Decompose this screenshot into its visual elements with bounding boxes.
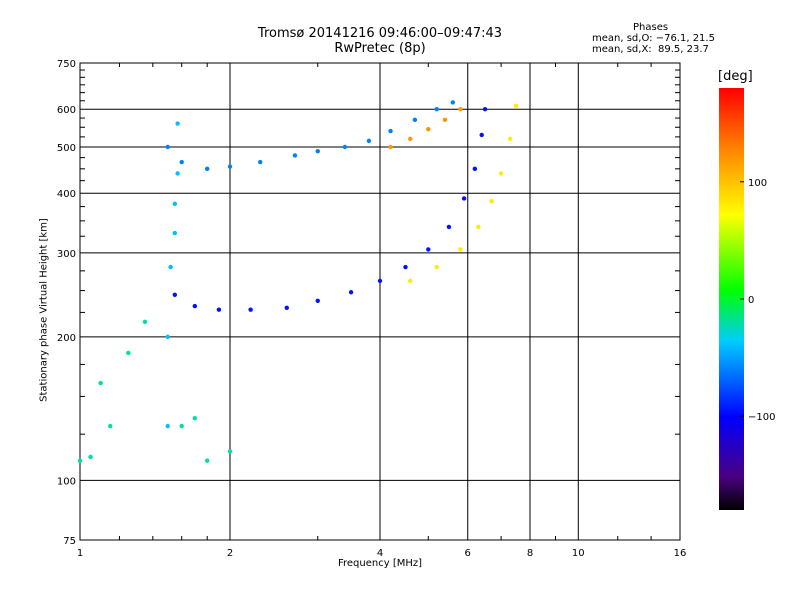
- scatter-point: [315, 298, 320, 303]
- scatter-point: [489, 198, 494, 204]
- colorbar-ticks: 100 0 −100: [740, 178, 775, 423]
- phase-heading: Phases: [633, 22, 669, 33]
- x-tick-label: 16: [674, 548, 687, 559]
- colorbar: [719, 88, 744, 510]
- scatter-point: [192, 416, 198, 421]
- phase-o-stats: mean, sd,O: −76.1, 21.5: [592, 33, 715, 44]
- scatter-point: [126, 350, 131, 356]
- scatter-point: [108, 423, 113, 429]
- x-axis-ticks: 1 2 4 6 8 10 16: [77, 63, 687, 559]
- scatter-point: [408, 136, 413, 142]
- scatter-point: [216, 307, 222, 312]
- scatter-point: [175, 171, 180, 176]
- x-tick-label: 10: [572, 548, 585, 559]
- y-tick-label: 200: [57, 333, 76, 344]
- y-tick-label: 100: [57, 476, 76, 487]
- scatter-point: [412, 117, 418, 123]
- scatter-point: [388, 128, 393, 134]
- scatter-point: [165, 423, 170, 429]
- y-tick-label: 400: [57, 189, 76, 200]
- scatter-point: [284, 305, 289, 311]
- scatter-point: [168, 264, 173, 270]
- scatter-point: [476, 224, 481, 230]
- scatter-point: [175, 121, 180, 126]
- scatter-point: [377, 278, 383, 284]
- scatter-point: [192, 303, 198, 309]
- chart-subtitle: RwPretec (8p): [334, 41, 426, 56]
- scatter-point: [292, 153, 298, 158]
- scatter-point: [258, 159, 263, 165]
- scatter-point: [165, 334, 170, 340]
- scatter-point: [204, 458, 210, 463]
- scatter-point: [507, 136, 513, 142]
- y-tick-label: 300: [57, 249, 76, 260]
- colorbar-tick-label: −100: [748, 412, 775, 423]
- x-tick-label: 1: [77, 548, 83, 559]
- scatter-point: [498, 171, 504, 176]
- y-tick-label: 500: [57, 143, 76, 154]
- colorbar-tick-label: 0: [748, 295, 754, 306]
- scatter-point: [450, 100, 456, 105]
- y-tick-label: 750: [57, 59, 76, 70]
- scatter-point: [315, 148, 320, 154]
- scatter-point: [388, 144, 393, 150]
- scatter-point: [227, 449, 233, 454]
- scatter-point: [77, 458, 83, 463]
- scatter-point: [172, 201, 178, 207]
- data-points: [77, 100, 519, 463]
- scatter-point: [426, 126, 431, 132]
- scatter-point: [426, 247, 431, 252]
- scatter-point: [179, 423, 184, 429]
- scatter-point: [458, 247, 463, 252]
- scatter-point: [479, 132, 484, 138]
- scatter-point: [442, 117, 448, 123]
- scatter-point: [348, 290, 354, 295]
- scatter-point: [248, 307, 253, 312]
- phase-x-stats: mean, sd,X: 89.5, 23.7: [592, 44, 709, 55]
- x-tick-label: 4: [377, 548, 383, 559]
- scatter-point: [227, 164, 233, 169]
- scatter-point: [403, 264, 408, 270]
- scatter-point: [482, 107, 488, 112]
- scatter-point: [461, 196, 467, 201]
- x-tick-label: 6: [465, 548, 471, 559]
- x-tick-label: 2: [227, 548, 233, 559]
- scatter-point: [434, 107, 439, 112]
- scatter-point: [179, 159, 184, 165]
- scatter-point: [142, 319, 148, 325]
- scatter-point: [172, 230, 178, 236]
- colorbar-unit: [deg]: [718, 69, 753, 84]
- scatter-point: [408, 278, 413, 284]
- scatter-point: [98, 380, 103, 386]
- y-axis-label: Stationary phase Virtual Height [km]: [38, 218, 50, 402]
- scatter-point: [342, 144, 348, 150]
- y-axis-ticks: 75 100 200 300 400 500 600 750: [57, 59, 680, 547]
- scatter-point: [88, 454, 93, 460]
- scatter-point: [165, 144, 170, 150]
- scatter-point: [513, 103, 519, 109]
- scatter-point: [472, 166, 478, 172]
- y-tick-label: 75: [63, 536, 76, 547]
- colorbar-tick-label: 100: [748, 178, 767, 189]
- scatter-point: [458, 107, 463, 112]
- grid-lines: [80, 63, 680, 540]
- chart-title: Tromsø 20141216 09:46:00–09:47:43: [257, 26, 503, 41]
- scatter-point: [434, 264, 439, 270]
- scatter-point: [204, 166, 210, 172]
- x-axis-label: Frequency [MHz]: [337, 558, 423, 569]
- y-tick-label: 600: [57, 105, 76, 116]
- scatter-point: [446, 224, 452, 230]
- x-tick-label: 8: [527, 548, 533, 559]
- scatter-point: [172, 292, 178, 297]
- scatter-point: [366, 138, 372, 144]
